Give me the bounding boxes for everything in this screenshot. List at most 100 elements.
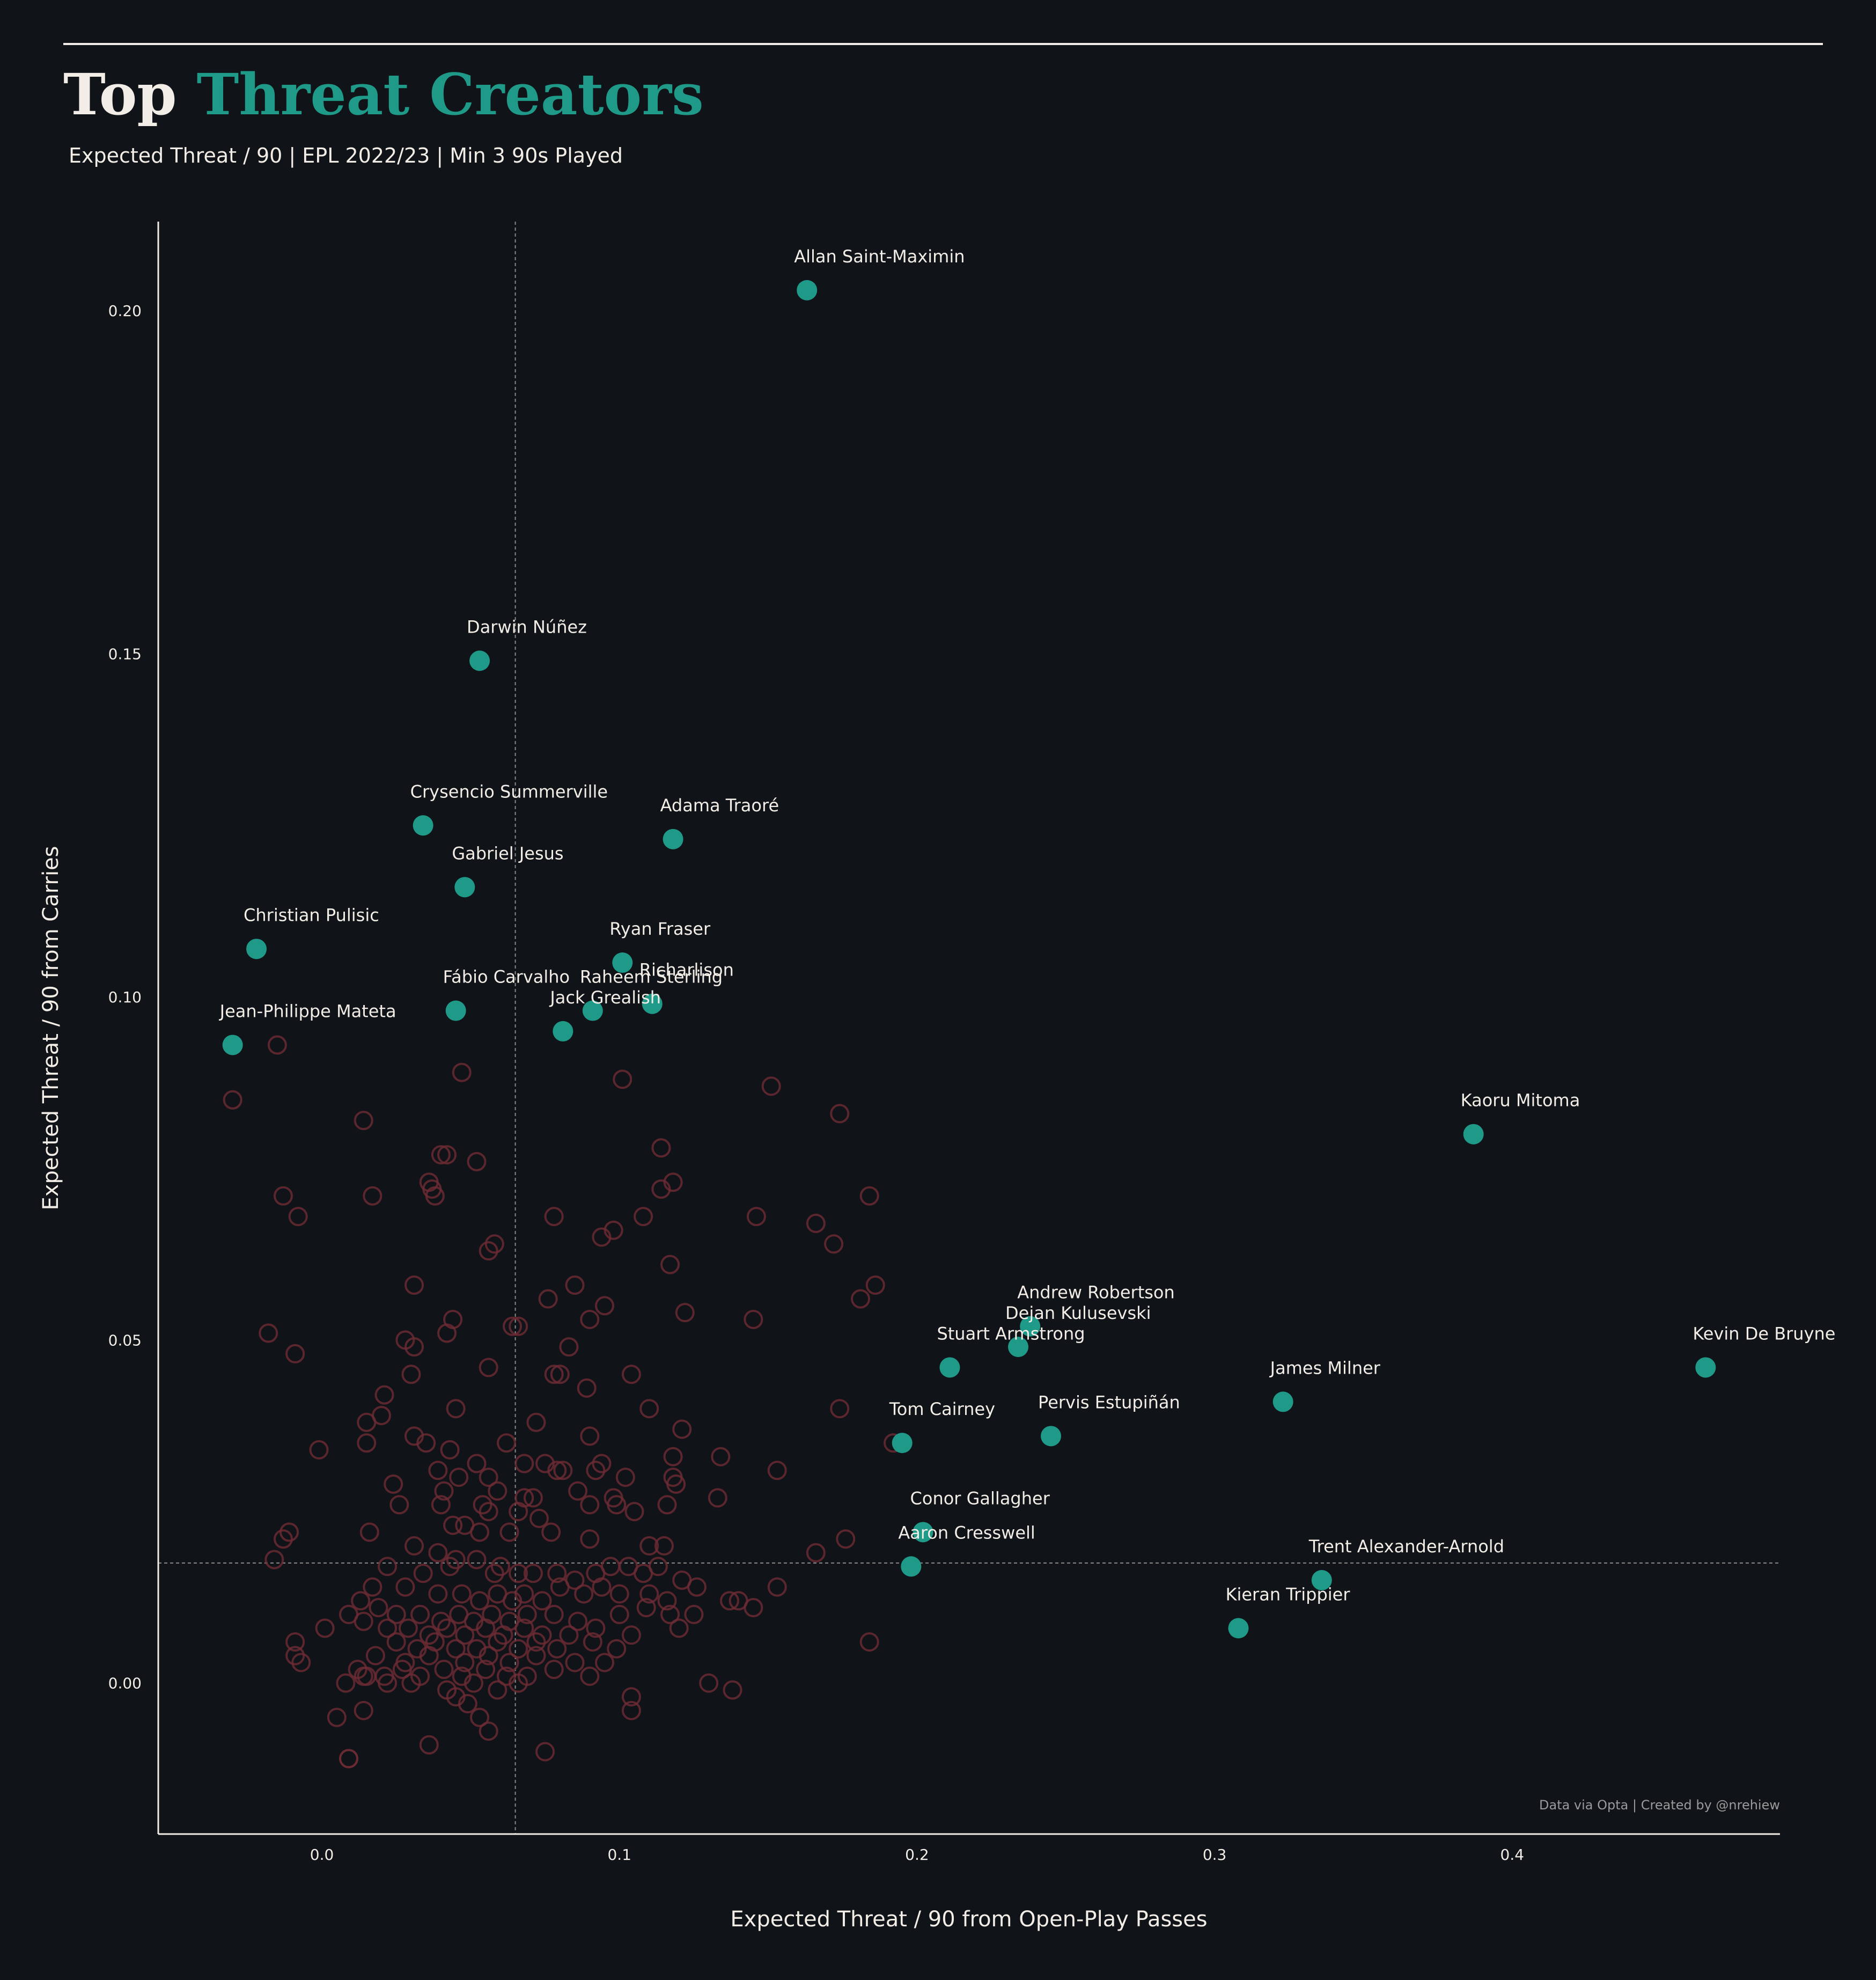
x-tick-label: 0.4: [1500, 1846, 1525, 1864]
other-player-point: [434, 1481, 454, 1501]
other-player-point: [503, 1316, 523, 1336]
axes: [157, 222, 1780, 1835]
other-player-point: [428, 1584, 448, 1604]
y-axis-label: Expected Threat / 90 from Carries: [39, 846, 63, 1210]
other-player-point: [532, 1591, 552, 1611]
other-player-point: [851, 1289, 871, 1309]
other-player-point: [354, 1111, 373, 1131]
other-player-point: [384, 1474, 403, 1494]
other-player-point: [443, 1515, 463, 1535]
other-player-point: [666, 1474, 686, 1494]
other-player-point: [378, 1618, 398, 1638]
other-player-point: [806, 1543, 826, 1563]
other-player-point: [526, 1646, 546, 1666]
other-player-point: [547, 1461, 567, 1480]
other-player-point: [488, 1481, 507, 1501]
player-label: Dejan Kulusevski: [1005, 1303, 1151, 1323]
other-player-point: [446, 1550, 466, 1570]
other-player-point: [639, 1584, 659, 1604]
player-point: [553, 1021, 573, 1042]
player-label: Christian Pulisic: [244, 905, 379, 925]
other-player-point: [595, 1653, 615, 1673]
player-point: [454, 877, 475, 898]
other-player-point: [431, 1145, 451, 1165]
other-player-point: [354, 1611, 373, 1631]
player-point: [246, 938, 267, 959]
other-player-point: [351, 1591, 371, 1611]
player-point: [913, 1522, 933, 1543]
other-player-point: [363, 1577, 382, 1597]
other-player-point: [517, 1604, 537, 1624]
other-player-point: [634, 1207, 653, 1227]
other-player-point: [509, 1639, 528, 1659]
other-player-point: [553, 1461, 573, 1480]
other-player-point: [574, 1584, 594, 1604]
other-player-point: [663, 1447, 683, 1466]
other-player-point: [479, 1468, 498, 1487]
other-player-point: [514, 1618, 534, 1638]
other-player-point: [357, 1412, 377, 1432]
player-point: [797, 280, 818, 300]
other-player-point: [767, 1461, 787, 1480]
player-label: Tom Cairney: [889, 1399, 995, 1419]
other-player-point: [401, 1673, 421, 1693]
y-tick-label: 0.15: [108, 646, 142, 663]
other-player-point: [744, 1309, 763, 1329]
other-player-point: [446, 1639, 466, 1659]
other-player-point: [425, 1186, 445, 1206]
other-player-point: [499, 1522, 519, 1542]
other-player-point: [470, 1591, 490, 1611]
other-player-point: [398, 1618, 418, 1638]
other-player-point: [428, 1461, 448, 1480]
other-player-point: [675, 1303, 695, 1323]
other-player-point: [378, 1557, 398, 1576]
other-player-point: [583, 1632, 602, 1652]
other-player-point: [499, 1653, 519, 1673]
player-label: Stuart Armstrong: [937, 1323, 1085, 1344]
other-player-point: [354, 1700, 373, 1720]
other-player-point: [580, 1495, 600, 1515]
other-player-point: [484, 1564, 504, 1583]
other-player-point: [470, 1522, 490, 1542]
other-player-point: [455, 1625, 475, 1645]
other-player-point: [859, 1186, 879, 1206]
other-player-point: [273, 1186, 293, 1206]
other-player-point: [565, 1653, 585, 1673]
x-axis-label: Expected Threat / 90 from Open-Play Pass…: [730, 1907, 1207, 1932]
other-player-point: [437, 1145, 457, 1165]
player-point: [1272, 1391, 1293, 1412]
other-player-point: [836, 1529, 856, 1549]
player-point: [1041, 1426, 1062, 1447]
other-player-point: [470, 1707, 490, 1727]
player-point: [469, 650, 490, 671]
other-player-point: [369, 1598, 388, 1618]
other-player-point: [651, 1138, 671, 1158]
x-tick-label: 0.0: [310, 1846, 334, 1864]
player-point: [1463, 1124, 1484, 1145]
other-player-point: [544, 1207, 564, 1227]
other-player-point: [719, 1591, 739, 1611]
other-player-point: [806, 1213, 826, 1233]
other-player-point: [544, 1604, 564, 1624]
other-player-point: [509, 1502, 528, 1521]
other-player-point: [327, 1707, 347, 1727]
player-label: Richarlison: [639, 960, 734, 980]
player-label: Raheem Sterling: [580, 967, 723, 987]
other-player-point: [744, 1598, 763, 1618]
other-player-point: [496, 1433, 516, 1453]
other-player-point: [223, 1090, 242, 1110]
player-label: Adama Traoré: [660, 795, 779, 816]
player-point: [445, 1000, 466, 1021]
other-player-point: [639, 1399, 659, 1419]
other-player-point: [830, 1399, 850, 1419]
other-player-point: [708, 1488, 727, 1508]
player-label: Fábio Carvalho: [443, 967, 570, 987]
other-player-point: [473, 1495, 492, 1515]
other-player-point: [476, 1660, 496, 1680]
other-player-point: [541, 1522, 561, 1542]
player-point: [1695, 1357, 1716, 1378]
y-tick-label: 0.10: [108, 988, 142, 1006]
player-point: [892, 1433, 913, 1454]
player-label: Gabriel Jesus: [452, 843, 563, 863]
y-tick-label: 0.00: [108, 1675, 142, 1692]
